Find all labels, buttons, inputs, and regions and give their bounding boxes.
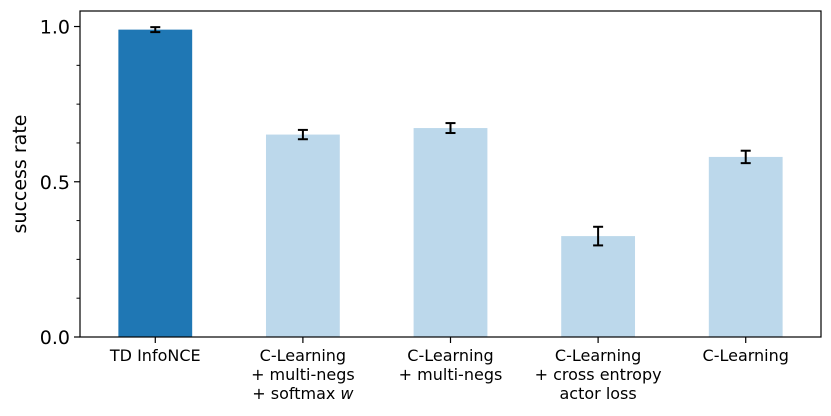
x-tick-label-3: C-Learning + cross entropy actor loss bbox=[535, 346, 662, 403]
x-tick-label-1-line-2: + softmax w bbox=[252, 384, 354, 403]
x-tick-label-3-line-1: + cross entropy bbox=[535, 365, 662, 384]
x-tick-label-2: C-Learning + multi-negs bbox=[399, 346, 503, 384]
bar-2 bbox=[413, 128, 488, 337]
x-tick-label-4: C-Learning bbox=[703, 346, 789, 365]
bar-4 bbox=[708, 156, 783, 337]
x-tick-label-4-line-0: C-Learning bbox=[703, 346, 789, 365]
y-tick-label-1: 0.5 bbox=[40, 172, 70, 194]
x-tick-label-3-line-0: C-Learning bbox=[555, 346, 641, 365]
y-axis-title: success rate bbox=[9, 115, 31, 234]
x-tick-label-1-line-1: + multi-negs bbox=[251, 365, 355, 384]
x-tick-label-0-line-0: TD InfoNCE bbox=[109, 346, 201, 365]
x-tick-label-2-line-0: C-Learning bbox=[407, 346, 493, 365]
x-tick-label-2-line-1: + multi-negs bbox=[399, 365, 503, 384]
y-tick-label-0: 0.0 bbox=[40, 327, 70, 349]
plot-area: 0.00.51.0TD InfoNCE C-Learning + multi-neg… bbox=[40, 10, 822, 403]
x-tick-label-1-line-0: C-Learning bbox=[260, 346, 346, 365]
bar-3 bbox=[561, 236, 636, 337]
x-tick-label-0: TD InfoNCE bbox=[109, 346, 201, 365]
y-tick-label-2: 1.0 bbox=[40, 17, 70, 39]
x-tick-label-1: C-Learning + multi-negs + softmax w bbox=[251, 346, 355, 403]
x-tick-label-3-line-2: actor loss bbox=[559, 384, 636, 403]
bar-0 bbox=[118, 29, 193, 337]
bar-1 bbox=[265, 134, 340, 337]
